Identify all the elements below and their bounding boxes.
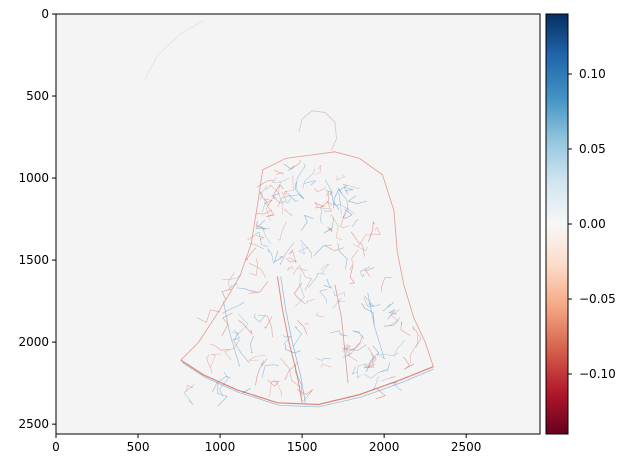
y-tick-label: 0 <box>41 7 49 21</box>
heatmap-background <box>56 14 540 434</box>
y-tick-label: 1000 <box>18 171 49 185</box>
x-axis: 0 500 1000 1500 2000 2500 <box>52 434 481 454</box>
x-tick-label: 500 <box>127 440 150 454</box>
y-tick-label: 1500 <box>18 253 49 267</box>
colorbar-tick-label: 0.00 <box>579 217 606 231</box>
x-tick-label: 2500 <box>451 440 482 454</box>
x-tick-label: 0 <box>52 440 60 454</box>
y-tick-label: 2500 <box>18 417 49 431</box>
colorbar-tick-label: 0.05 <box>579 142 606 156</box>
colorbar-tick-label: −0.10 <box>579 367 616 381</box>
colorbar-tick-label: 0.10 <box>579 67 606 81</box>
heatmap-image <box>56 14 540 434</box>
y-tick-label: 500 <box>26 89 49 103</box>
y-axis: 0 500 1000 1500 2000 2500 <box>18 7 56 431</box>
colorbar-tick-label: −0.05 <box>579 292 616 306</box>
x-tick-label: 1000 <box>205 440 236 454</box>
x-tick-label: 1500 <box>287 440 318 454</box>
y-tick-label: 2000 <box>18 335 49 349</box>
colorbar-ticks: 0.10 0.05 0.00 −0.05 −0.10 <box>568 67 616 381</box>
colorbar <box>546 14 568 434</box>
x-tick-label: 2000 <box>369 440 400 454</box>
